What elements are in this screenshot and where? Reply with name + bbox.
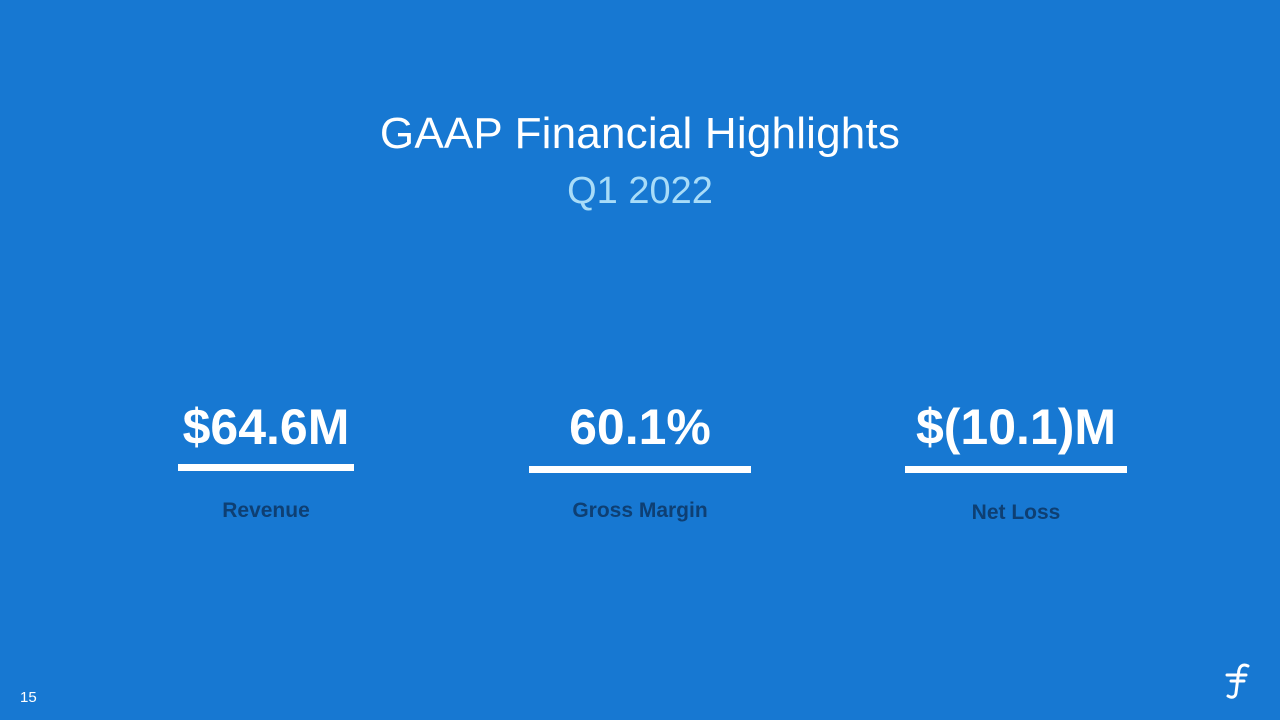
metric-net-loss: $(10.1)M Net Loss <box>876 394 1156 527</box>
metric-value: 60.1% <box>569 399 711 455</box>
slide-title: GAAP Financial Highlights <box>379 109 901 158</box>
metric-label: Revenue <box>222 499 310 522</box>
stylized-f-logo-icon <box>1225 663 1250 699</box>
metric-underline <box>178 464 354 471</box>
metric-underline <box>529 466 751 473</box>
metric-label: Gross Margin <box>572 499 708 522</box>
slide-subtitle: Q1 2022 <box>567 170 713 212</box>
metric-revenue: $64.6M Revenue <box>126 394 406 525</box>
metric-value: $(10.1)M <box>915 399 1117 455</box>
metric-underline <box>905 466 1127 473</box>
metric-label: Net Loss <box>971 501 1061 524</box>
metric-value: $64.6M <box>182 399 350 455</box>
metric-gross-margin: 60.1% Gross Margin <box>500 394 780 525</box>
page-number: 15 <box>20 689 37 706</box>
